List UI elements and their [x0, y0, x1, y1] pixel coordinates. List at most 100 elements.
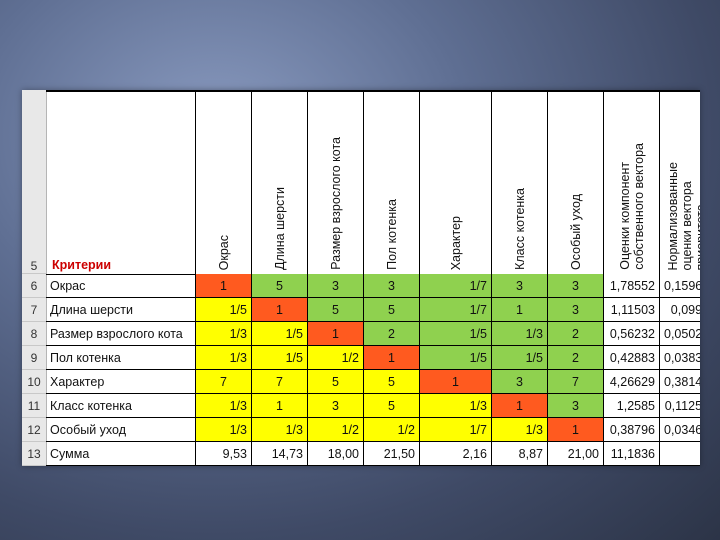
table-cell[interactable]: 5: [364, 394, 420, 418]
column-header[interactable]: Окрас: [196, 90, 252, 274]
table-cell[interactable]: 1/5: [252, 322, 308, 346]
table-cell[interactable]: 0,03834: [660, 346, 700, 370]
table-cell[interactable]: 0,15965: [660, 274, 700, 298]
table-cell[interactable]: 21,50: [364, 442, 420, 466]
table-cell[interactable]: 1: [492, 298, 548, 322]
table-cell[interactable]: 5: [308, 298, 364, 322]
table-cell[interactable]: 1: [364, 346, 420, 370]
table-cell[interactable]: 0,56232: [604, 322, 660, 346]
table-cell[interactable]: 1,11503: [604, 298, 660, 322]
table-cell[interactable]: 1/3: [196, 346, 252, 370]
table-cell[interactable]: 2,16: [420, 442, 492, 466]
table-cell[interactable]: 3: [492, 274, 548, 298]
table-cell[interactable]: 5: [308, 370, 364, 394]
row-number[interactable]: 13: [22, 442, 46, 466]
table-cell[interactable]: 1/3: [196, 418, 252, 442]
row-number[interactable]: 5: [22, 90, 46, 274]
table-cell[interactable]: 7: [196, 370, 252, 394]
table-cell[interactable]: 1,2585: [604, 394, 660, 418]
table-cell[interactable]: 1/7: [420, 418, 492, 442]
table-cell[interactable]: 1: [420, 370, 492, 394]
table-cell[interactable]: 11,1836: [604, 442, 660, 466]
row-number[interactable]: 7: [22, 298, 46, 322]
table-cell[interactable]: 3: [308, 394, 364, 418]
column-header[interactable]: Размер взрослого кота: [308, 90, 364, 274]
criterion-name-cell[interactable]: Размер взрослого кота: [46, 322, 196, 346]
table-cell[interactable]: 3: [492, 370, 548, 394]
criterion-name-cell[interactable]: Сумма: [46, 442, 196, 466]
row-number[interactable]: 11: [22, 394, 46, 418]
column-header-label: Размер взрослого кота: [328, 137, 343, 270]
criterion-name-cell[interactable]: Длина шерсти: [46, 298, 196, 322]
row-number[interactable]: 9: [22, 346, 46, 370]
table-cell[interactable]: 3: [548, 274, 604, 298]
table-cell[interactable]: [660, 442, 700, 466]
table-cell[interactable]: 7: [252, 370, 308, 394]
table-cell[interactable]: 8,87: [492, 442, 548, 466]
criterion-name-cell[interactable]: Класс котенка: [46, 394, 196, 418]
column-header[interactable]: Длина шерсти: [252, 90, 308, 274]
table-cell[interactable]: 3: [548, 394, 604, 418]
table-cell[interactable]: 1/7: [420, 298, 492, 322]
table-cell[interactable]: 2: [548, 346, 604, 370]
column-header[interactable]: Нормализованные оценки вектора приоритет…: [660, 90, 701, 274]
row-number[interactable]: 12: [22, 418, 46, 442]
table-cell[interactable]: 1: [252, 394, 308, 418]
table-cell[interactable]: 1/3: [196, 394, 252, 418]
table-cell[interactable]: 1/5: [492, 346, 548, 370]
table-cell[interactable]: 1/5: [420, 346, 492, 370]
table-cell[interactable]: 21,00: [548, 442, 604, 466]
table-cell[interactable]: 0,05028: [660, 322, 700, 346]
table-cell[interactable]: 1/2: [308, 346, 364, 370]
table-cell[interactable]: 0,03469: [660, 418, 700, 442]
table-cell[interactable]: 1/3: [492, 322, 548, 346]
table-cell[interactable]: 1/3: [252, 418, 308, 442]
table-cell[interactable]: 5: [364, 298, 420, 322]
table-cell[interactable]: 7: [548, 370, 604, 394]
criterion-name-cell[interactable]: Характер: [46, 370, 196, 394]
table-cell[interactable]: 1: [492, 394, 548, 418]
table-cell[interactable]: 0,11253: [660, 394, 700, 418]
table-cell[interactable]: 1/7: [420, 274, 492, 298]
table-cell[interactable]: 1/3: [196, 322, 252, 346]
table-cell[interactable]: 2: [364, 322, 420, 346]
table-cell[interactable]: 3: [308, 274, 364, 298]
column-header[interactable]: Оценки компонент собственного вектора: [604, 90, 660, 274]
row-number[interactable]: 8: [22, 322, 46, 346]
row-number[interactable]: 10: [22, 370, 46, 394]
column-header[interactable]: Характер: [420, 90, 492, 274]
table-cell[interactable]: 1,78552: [604, 274, 660, 298]
table-cell[interactable]: 1/5: [196, 298, 252, 322]
column-header[interactable]: Пол котенка: [364, 90, 420, 274]
table-cell[interactable]: 3: [548, 298, 604, 322]
table-cell[interactable]: 1: [548, 418, 604, 442]
table-cell[interactable]: 0,38148: [660, 370, 700, 394]
table-cell[interactable]: 14,73: [252, 442, 308, 466]
table-cell[interactable]: 1/3: [492, 418, 548, 442]
table-cell[interactable]: 4,26629: [604, 370, 660, 394]
table-cell[interactable]: 18,00: [308, 442, 364, 466]
table-cell[interactable]: 1/3: [420, 394, 492, 418]
criterion-name-cell[interactable]: Окрас: [46, 274, 196, 298]
table-cell[interactable]: 0,38796: [604, 418, 660, 442]
table-cell[interactable]: 5: [252, 274, 308, 298]
row-number[interactable]: 6: [22, 274, 46, 298]
table-cell[interactable]: 9,53: [196, 442, 252, 466]
table-cell[interactable]: 0,42883: [604, 346, 660, 370]
column-header[interactable]: Особый уход: [548, 90, 604, 274]
table-cell[interactable]: 1: [196, 274, 252, 298]
table-cell[interactable]: 2: [548, 322, 604, 346]
criteria-header-cell[interactable]: Критерии: [46, 90, 196, 274]
table-cell[interactable]: 1/5: [420, 322, 492, 346]
table-cell[interactable]: 1: [252, 298, 308, 322]
table-cell[interactable]: 3: [364, 274, 420, 298]
table-cell[interactable]: 1/5: [252, 346, 308, 370]
table-cell[interactable]: 5: [364, 370, 420, 394]
table-cell[interactable]: 1/2: [364, 418, 420, 442]
column-header[interactable]: Класс котенка: [492, 90, 548, 274]
criterion-name-cell[interactable]: Особый уход: [46, 418, 196, 442]
table-cell[interactable]: 1: [308, 322, 364, 346]
table-cell[interactable]: 1/2: [308, 418, 364, 442]
criterion-name-cell[interactable]: Пол котенка: [46, 346, 196, 370]
table-cell[interactable]: 0,0997: [660, 298, 700, 322]
